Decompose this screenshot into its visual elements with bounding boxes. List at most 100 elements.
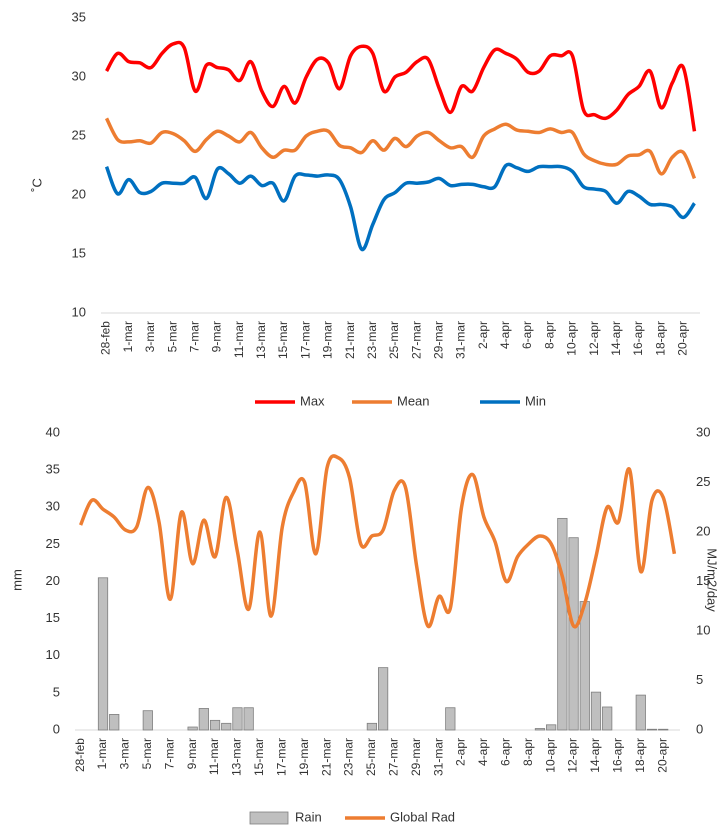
x-tick-label: 17-mar: [274, 738, 288, 776]
x-tick-label: 9-mar: [185, 738, 199, 769]
y2-tick-label: 25: [696, 474, 710, 489]
bar: [221, 722, 232, 731]
bar: [658, 728, 669, 731]
y-tick-label: 0: [53, 721, 60, 736]
y-axis-label: ˚C: [29, 178, 44, 192]
x-tick-label: 5-mar: [140, 738, 154, 769]
y2-tick-label: 30: [696, 424, 710, 439]
bar: [187, 726, 198, 731]
y-tick-label: 30: [46, 499, 60, 514]
bar: [646, 728, 658, 731]
x-tick-label: 25-mar: [387, 321, 401, 359]
x-tick-label: 27-mar: [386, 738, 400, 776]
x-tick-label: 9-mar: [210, 321, 224, 352]
x-tick-label: 17-mar: [298, 321, 312, 359]
y-tick-label: 40: [46, 424, 60, 439]
x-tick-label: 25-mar: [364, 738, 378, 776]
legend-label: Mean: [397, 393, 430, 408]
y2-tick-label: 10: [696, 622, 710, 637]
x-tick-label: 1-mar: [121, 321, 135, 352]
x-tick-label: 31-mar: [431, 738, 445, 776]
x-tick-label: 18-apr: [653, 321, 667, 356]
y-tick-label: 35: [72, 9, 86, 24]
x-tick-label: 6-apr: [520, 321, 534, 349]
bar: [568, 537, 579, 731]
bar: [579, 601, 590, 731]
y-tick-label: 20: [46, 573, 60, 588]
bar: [557, 517, 568, 731]
y2-tick-label: 0: [696, 721, 703, 736]
x-tick-label: 11-mar: [232, 321, 246, 358]
bar: [546, 724, 557, 731]
bar: [97, 577, 109, 731]
x-tick-label: 13-mar: [230, 738, 244, 776]
x-tick-label: 2-apr: [454, 738, 468, 766]
y-tick-label: 25: [46, 536, 60, 551]
bar: [198, 708, 209, 731]
x-tick-label: 23-mar: [365, 321, 379, 359]
line: [104, 117, 697, 180]
y-tick-label: 35: [46, 462, 60, 477]
x-tick-label: 14-apr: [588, 738, 602, 773]
y-tick-label: 5: [53, 684, 60, 699]
x-tick-label: 7-mar: [187, 321, 201, 352]
x-tick-label: 19-mar: [321, 321, 335, 359]
bar: [635, 694, 646, 731]
x-tick-label: 14-apr: [609, 321, 623, 356]
x-tick-label: 12-apr: [587, 321, 601, 356]
x-tick-label: 4-apr: [476, 738, 490, 766]
x-tick-label: 10-apr: [543, 738, 557, 773]
y-tick-label: 15: [46, 610, 60, 625]
y-tick-label: 15: [72, 245, 86, 260]
bar: [232, 707, 243, 731]
bar: [366, 722, 378, 731]
y-tick-label: 10: [46, 647, 60, 662]
y-tick-label: 30: [72, 68, 86, 83]
y-tick-label: 20: [72, 186, 86, 201]
x-tick-label: 18-apr: [633, 738, 647, 773]
bar: [377, 667, 389, 731]
x-tick-label: 28-feb: [99, 321, 113, 355]
y-tick-label: 10: [72, 304, 86, 319]
bar: [590, 691, 602, 731]
x-tick-label: 3-mar: [118, 738, 132, 769]
y2-axis-label: MJ/m2/day: [705, 548, 720, 612]
x-tick-label: 12-apr: [566, 738, 580, 773]
x-tick-label: 15-mar: [276, 321, 290, 359]
legend-label: Global Rad: [390, 809, 455, 824]
x-tick-label: 16-apr: [611, 738, 625, 773]
bar: [534, 728, 546, 731]
bar: [142, 710, 153, 731]
x-tick-label: 31-mar: [454, 321, 468, 359]
line: [78, 454, 677, 629]
x-tick-label: 3-mar: [143, 321, 157, 352]
x-tick-label: 2-apr: [476, 321, 490, 349]
legend-swatch: [249, 811, 289, 825]
y2-tick-label: 15: [696, 573, 710, 588]
y2-tick-label: 20: [696, 523, 710, 538]
bar: [109, 714, 120, 731]
bar: [445, 707, 456, 731]
legend-label: Max: [300, 393, 325, 408]
x-tick-label: 15-mar: [252, 738, 266, 776]
x-tick-label: 4-apr: [498, 321, 512, 349]
x-tick-label: 6-apr: [499, 738, 513, 766]
bar: [602, 706, 613, 731]
x-tick-label: 11-mar: [207, 738, 221, 775]
x-tick-label: 16-apr: [631, 321, 645, 356]
x-tick-label: 10-apr: [565, 321, 579, 356]
x-tick-label: 13-mar: [254, 321, 268, 359]
line: [104, 162, 696, 252]
x-tick-label: 19-mar: [297, 738, 311, 776]
x-tick-label: 21-mar: [343, 321, 357, 359]
x-tick-label: 8-apr: [542, 321, 556, 349]
x-tick-label: 1-mar: [95, 738, 109, 769]
line: [105, 40, 697, 132]
x-tick-label: 20-apr: [655, 738, 669, 773]
x-tick-label: 8-apr: [521, 738, 535, 766]
bar: [243, 707, 254, 731]
x-tick-label: 20-apr: [676, 321, 690, 356]
x-tick-label: 21-mar: [319, 738, 333, 776]
x-tick-label: 29-mar: [409, 738, 423, 776]
